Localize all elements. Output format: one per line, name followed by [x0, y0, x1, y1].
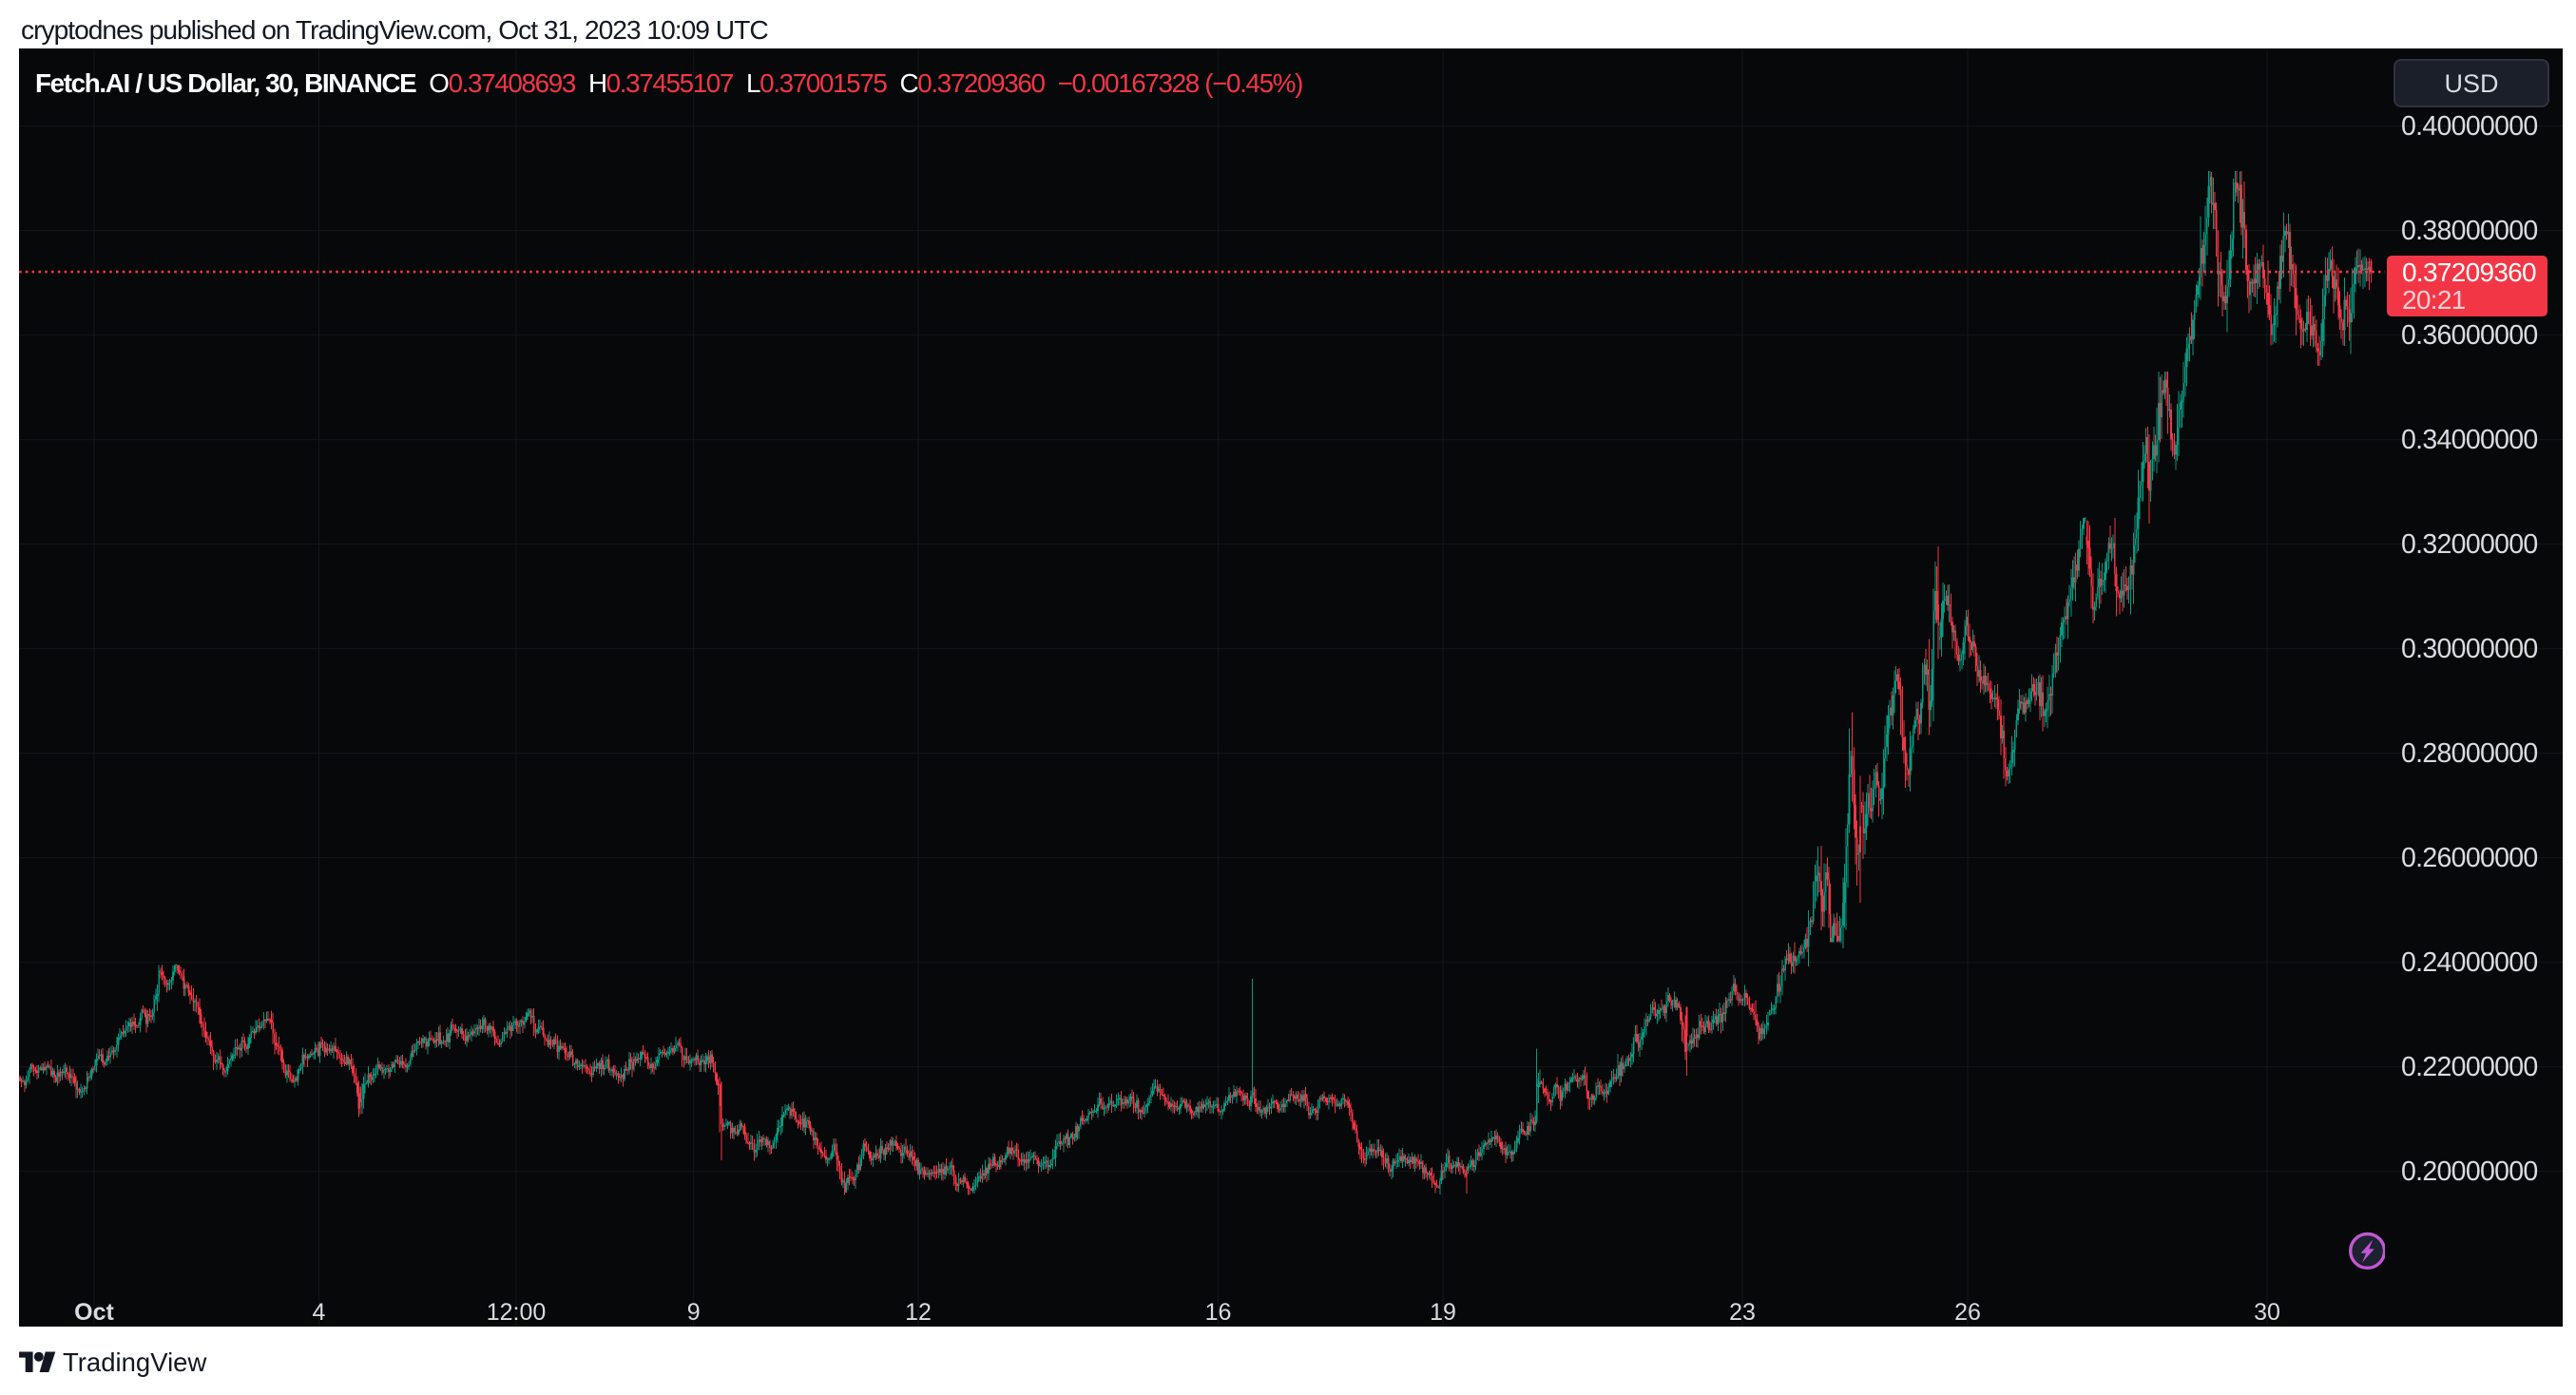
svg-text:Oct: Oct [74, 1299, 114, 1326]
svg-text:0.24000000: 0.24000000 [2401, 947, 2538, 978]
svg-text:23: 23 [1729, 1299, 1756, 1326]
svg-text:0.22000000: 0.22000000 [2401, 1052, 2538, 1082]
svg-text:12:00: 12:00 [487, 1299, 547, 1326]
svg-text:26: 26 [1954, 1299, 1981, 1326]
svg-text:TradingView: TradingView [63, 1347, 206, 1377]
svg-text:12: 12 [905, 1299, 932, 1326]
svg-text:0.30000000: 0.30000000 [2401, 634, 2538, 664]
svg-text:0.20000000: 0.20000000 [2401, 1156, 2538, 1187]
svg-text:USD: USD [2444, 69, 2498, 98]
svg-text:0.34000000: 0.34000000 [2401, 425, 2538, 455]
svg-text:0.37209360: 0.37209360 [2402, 258, 2536, 287]
svg-text:19: 19 [1430, 1299, 1456, 1326]
svg-text:30: 30 [2254, 1299, 2280, 1326]
svg-text:20:21: 20:21 [2402, 285, 2466, 315]
svg-text:Fetch.AI / US Dollar, 30, BINA: Fetch.AI / US Dollar, 30, BINANCE O0.3740… [35, 68, 1302, 98]
svg-text:0.26000000: 0.26000000 [2401, 843, 2538, 873]
svg-text:9: 9 [687, 1299, 701, 1326]
svg-text:4: 4 [313, 1299, 326, 1326]
svg-text:16: 16 [1205, 1299, 1232, 1326]
svg-text:0.28000000: 0.28000000 [2401, 738, 2538, 769]
svg-text:cryptodnes published on Tradin: cryptodnes published on TradingView.com,… [21, 14, 768, 45]
svg-text:0.36000000: 0.36000000 [2401, 320, 2538, 351]
svg-text:0.38000000: 0.38000000 [2401, 216, 2538, 246]
svg-text:0.40000000: 0.40000000 [2401, 111, 2538, 142]
svg-text:0.32000000: 0.32000000 [2401, 529, 2538, 560]
